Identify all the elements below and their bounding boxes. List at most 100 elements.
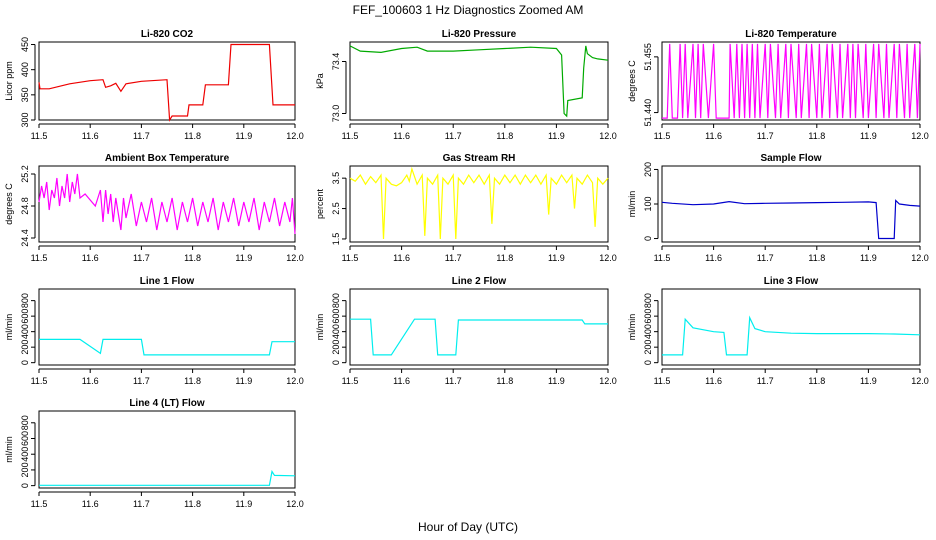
x-tick-label: 12.0 <box>286 253 304 263</box>
x-tick-label: 11.9 <box>860 253 877 263</box>
panel-7: Line 1 Flow ml/min 11.5 11.6 11.7 11.8 11.9 12.… <box>4 276 304 386</box>
x-tick-label: 11.6 <box>705 376 722 386</box>
series-line <box>349 45 609 118</box>
x-tick-label: 11.5 <box>654 131 671 141</box>
plot-frame <box>661 288 921 366</box>
x-tick-label: 11.7 <box>133 253 150 263</box>
x-tick-label: 11.9 <box>548 253 565 263</box>
series-line <box>350 318 608 356</box>
y-tick-label: 2.5 <box>331 202 341 215</box>
x-tick-label: 12.0 <box>911 131 929 141</box>
series-line <box>38 43 295 122</box>
panel-6: Sample Flow ml/min 11.5 11.6 11.7 11.8 11.9 12.… <box>627 153 929 263</box>
x-tick-label: 12.0 <box>599 253 617 263</box>
panel-title: Line 1 Flow <box>140 276 195 287</box>
x-tick-label: 11.6 <box>82 499 99 509</box>
plot-frame <box>38 41 296 121</box>
y-tick-label: 300 <box>20 112 30 127</box>
panel-8: Line 2 Flow ml/min 11.5 11.6 11.7 11.8 11.9 12.… <box>315 276 617 386</box>
x-tick-label: 11.8 <box>184 376 201 386</box>
x-tick-label: 11.6 <box>705 131 722 141</box>
x-tick-label: 11.9 <box>235 253 252 263</box>
x-tick-label: 11.7 <box>445 376 462 386</box>
y-tick-label: 400 <box>20 447 30 462</box>
x-tick-label: 11.6 <box>393 376 410 386</box>
x-tick-label: 11.5 <box>31 499 48 509</box>
y-axis-label: ml/min <box>627 191 637 218</box>
x-tick-label: 11.7 <box>757 253 774 263</box>
x-tick-label: 12.0 <box>599 131 617 141</box>
y-axis-label: ml/min <box>627 314 637 341</box>
x-tick-label: 11.6 <box>705 253 722 263</box>
figure-x-axis-label: Hour of Day (UTC) <box>418 520 518 534</box>
x-tick-label: 11.8 <box>496 253 513 263</box>
x-tick-label: 11.7 <box>133 131 150 141</box>
x-tick-label: 11.9 <box>860 131 877 141</box>
series-line <box>661 199 921 240</box>
y-tick-label: 100 <box>643 196 653 211</box>
panel-3: Li-820 Temperature degrees C 11.5 11.6 11.7 1… <box>627 29 929 141</box>
y-tick-label: 200 <box>643 162 653 177</box>
panel-2: Li-820 Pressure kPa 11.5 11.6 11.7 11.8 11.9 12… <box>315 29 617 141</box>
y-tick-label: 0 <box>643 236 653 241</box>
series-line <box>349 166 609 240</box>
x-tick-label: 12.0 <box>286 376 304 386</box>
panel-title: Sample Flow <box>760 153 821 164</box>
x-tick-label: 11.5 <box>31 253 48 263</box>
y-axis-label: percent <box>315 188 325 219</box>
x-tick-label: 11.9 <box>235 499 252 509</box>
y-tick-label: 200 <box>20 462 30 477</box>
plot-frame <box>661 165 921 243</box>
x-tick-label: 11.6 <box>82 131 99 141</box>
x-tick-label: 11.7 <box>445 253 462 263</box>
y-tick-label: 3.5 <box>331 172 341 185</box>
x-tick-label: 12.0 <box>911 376 929 386</box>
y-axis-label: degrees C <box>627 60 637 102</box>
x-tick-label: 11.7 <box>757 131 774 141</box>
y-tick-label: 600 <box>643 309 653 324</box>
x-tick-label: 11.7 <box>133 376 150 386</box>
y-tick-label: 800 <box>20 415 30 430</box>
x-tick-label: 11.8 <box>496 376 513 386</box>
y-tick-label: 400 <box>20 62 30 77</box>
x-tick-label: 11.8 <box>184 499 201 509</box>
y-tick-label: 200 <box>20 340 30 355</box>
y-tick-label: 24.8 <box>20 197 30 215</box>
plot-frame <box>38 410 296 489</box>
y-tick-label: 0 <box>20 483 30 488</box>
y-tick-label: 450 <box>20 37 30 52</box>
plot-frame <box>38 288 296 366</box>
x-tick-label: 11.8 <box>808 376 825 386</box>
y-tick-label: 350 <box>20 87 30 102</box>
panel-1: Li-820 CO2 Licor ppm 11.5 11.6 11.7 11.8 11.9 1… <box>4 29 304 141</box>
panel-title: Li-820 CO2 <box>141 29 194 40</box>
y-tick-label: 800 <box>20 293 30 308</box>
figure-title: FEF_100603 1 Hz Diagnostics Zoomed AM <box>353 3 584 17</box>
x-tick-label: 11.8 <box>808 253 825 263</box>
y-axis-label: kPa <box>315 73 325 89</box>
y-tick-label: 0 <box>643 360 653 365</box>
x-tick-label: 11.8 <box>808 131 825 141</box>
x-tick-label: 11.9 <box>548 376 565 386</box>
x-tick-label: 11.7 <box>133 499 150 509</box>
y-tick-label: 800 <box>331 293 341 308</box>
series-line <box>662 43 921 119</box>
y-tick-label: 73.0 <box>331 105 341 123</box>
series-line <box>39 338 295 356</box>
x-tick-label: 12.0 <box>286 499 304 509</box>
x-tick-label: 11.5 <box>342 253 359 263</box>
y-tick-label: 51.455 <box>643 43 653 71</box>
y-tick-label: 1.5 <box>331 233 341 246</box>
y-tick-label: 400 <box>331 324 341 339</box>
series-line <box>38 173 296 235</box>
panel-title: Gas Stream RH <box>443 153 516 164</box>
panel-title: Line 2 Flow <box>452 276 507 287</box>
y-tick-label: 200 <box>331 340 341 355</box>
plot-frame <box>38 165 296 243</box>
plot-frame <box>349 165 609 243</box>
panel-9: Line 3 Flow ml/min 11.5 11.6 11.7 11.8 11.9 12.… <box>627 276 929 386</box>
y-tick-label: 400 <box>643 324 653 339</box>
x-tick-label: 11.6 <box>393 131 410 141</box>
y-axis-label: ml/min <box>4 436 14 463</box>
panel-title: Line 3 Flow <box>764 276 819 287</box>
